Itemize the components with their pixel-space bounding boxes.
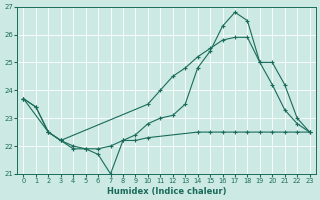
- X-axis label: Humidex (Indice chaleur): Humidex (Indice chaleur): [107, 187, 226, 196]
